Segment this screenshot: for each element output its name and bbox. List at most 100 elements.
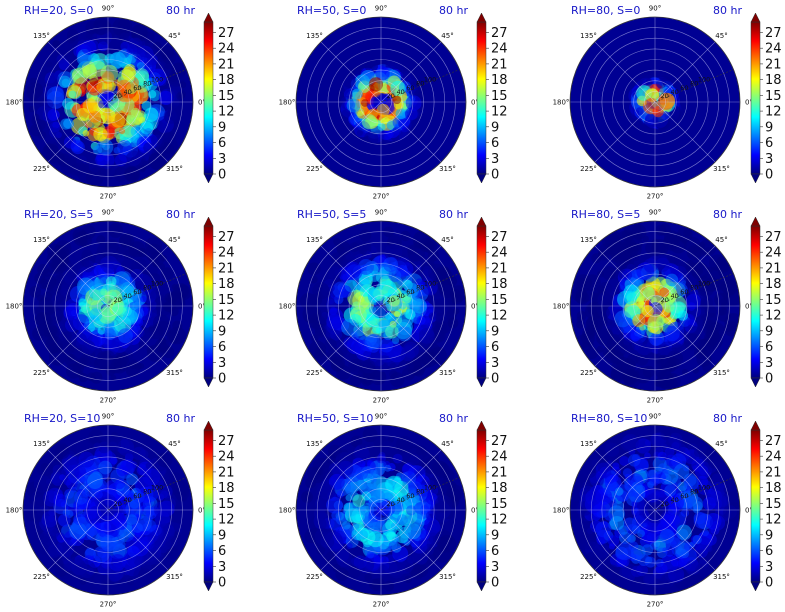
- colorbar-tick-label: 3: [765, 356, 773, 371]
- angular-gridline: [107, 449, 169, 511]
- radial-tick-label: 40: [670, 292, 678, 300]
- angle-tick-label: 225°: [306, 369, 323, 377]
- angle-tick-label: 0°: [198, 303, 206, 311]
- colorbar-tick-label: 0: [765, 576, 773, 591]
- colorbar-tick-label: 21: [765, 465, 782, 480]
- colorbar-strip: [750, 429, 761, 583]
- radial-tick-label: 20: [387, 296, 395, 304]
- colorbar-tick-label: 6: [491, 544, 499, 559]
- angle-tick-label: 270°: [373, 601, 390, 609]
- panel-title: RH=80, S=5: [571, 208, 640, 221]
- colorbar-tick-label: 9: [765, 324, 773, 339]
- colorbar-tick-label: 15: [218, 89, 235, 104]
- colorbar-tick-label: 27: [491, 230, 508, 245]
- colorbar-tick-label: 6: [218, 544, 226, 559]
- polar-frame: [22, 424, 194, 596]
- angular-gridline: [47, 101, 109, 163]
- colorbar-strip: [750, 21, 761, 175]
- colorbar-min-extend: [750, 581, 761, 592]
- colorbar-max-extend: [476, 420, 487, 431]
- radial-tick-label: 80: [690, 80, 698, 88]
- colorbar-tick-label: 0: [218, 576, 226, 591]
- colorbar-tick-label: 9: [491, 528, 499, 543]
- radial-tick-label: 100: [698, 280, 710, 288]
- colorbar-strip: [750, 225, 761, 379]
- radial-tick-label: 40: [670, 88, 678, 96]
- angle-tick-label: 315°: [439, 165, 456, 173]
- polar-frame: [569, 16, 741, 188]
- angle-tick-label: 180°: [553, 99, 570, 107]
- angle-tick-label: 0°: [471, 99, 479, 107]
- radial-tick-label: 20: [114, 500, 122, 508]
- angle-tick-label: 45°: [715, 32, 727, 40]
- radial-label-line: [654, 69, 734, 103]
- colorbar-tick-label: 18: [765, 277, 782, 292]
- panel-time-label: 80 hr: [166, 4, 195, 17]
- angle-tick-label: 135°: [580, 440, 597, 448]
- radial-tick-label: 20: [661, 296, 669, 304]
- angle-tick-label: 225°: [306, 165, 323, 173]
- colorbar-tick-label: 0: [765, 372, 773, 387]
- angular-gridline: [380, 509, 442, 571]
- colorbar-tick-label: 9: [218, 324, 226, 339]
- panel-title: RH=20, S=10: [24, 412, 100, 425]
- radial-tick-label: 80: [143, 80, 151, 88]
- colorbar-tick-label: 3: [218, 356, 226, 371]
- angle-tick-label: 225°: [580, 369, 597, 377]
- radial-label-line: [107, 69, 187, 103]
- colorbar-tick-label: 6: [491, 136, 499, 151]
- colorbar-tick-label: 12: [491, 309, 508, 324]
- angle-tick-label: 270°: [373, 193, 390, 201]
- polar-frame: [569, 220, 741, 392]
- colorbar-tick-label: 24: [491, 246, 508, 261]
- colorbar-tick-label: 12: [765, 513, 782, 528]
- radial-tick-label: 60: [133, 492, 141, 500]
- angle-tick-label: 45°: [441, 32, 453, 40]
- radial-tick-label: 60: [133, 84, 141, 92]
- angular-gridline: [654, 41, 716, 103]
- angle-tick-label: 135°: [580, 32, 597, 40]
- radial-label-line: [380, 477, 460, 511]
- radial-tick-label: 100: [151, 280, 163, 288]
- colorbar-tick-label: 0: [491, 576, 499, 591]
- colorbar-tick-label: 21: [218, 261, 235, 276]
- colorbar-tick-label: 24: [765, 246, 782, 261]
- angular-gridline: [654, 245, 716, 307]
- colorbar-tick-label: 21: [491, 261, 508, 276]
- colorbar-tick-label: 21: [218, 57, 235, 72]
- colorbar-max-extend: [203, 216, 214, 227]
- angular-gridline: [380, 101, 442, 163]
- angle-tick-label: 0°: [745, 303, 753, 311]
- angle-tick-label: 180°: [279, 303, 296, 311]
- angle-tick-label: 315°: [166, 573, 183, 581]
- colorbar-tick-label: 21: [218, 465, 235, 480]
- radial-tick-label: 40: [123, 496, 131, 504]
- colorbar-tick-label: 15: [765, 497, 782, 512]
- colorbar-max-extend: [203, 420, 214, 431]
- angle-tick-label: 315°: [713, 165, 730, 173]
- colorbar-tick-label: 18: [491, 277, 508, 292]
- angular-gridline: [654, 305, 716, 367]
- colorbar-tick-label: 9: [491, 120, 499, 135]
- colorbar-tick-label: 27: [218, 230, 235, 245]
- angular-gridline: [654, 509, 716, 571]
- angular-gridline: [594, 41, 656, 103]
- angle-tick-label: 180°: [6, 303, 23, 311]
- colorbar-tick-label: 21: [491, 57, 508, 72]
- angle-tick-label: 45°: [168, 440, 180, 448]
- radial-tick-label: 20: [114, 92, 122, 100]
- radial-tick-label: 60: [406, 84, 414, 92]
- colorbar-min-extend: [750, 377, 761, 388]
- colorbar-tick-label: 15: [218, 497, 235, 512]
- angle-tick-label: 180°: [553, 303, 570, 311]
- colorbar-tick-label: 9: [765, 528, 773, 543]
- radial-label-line: [107, 477, 187, 511]
- angle-tick-label: 315°: [713, 369, 730, 377]
- angle-tick-label: 90°: [649, 5, 661, 13]
- angle-tick-label: 225°: [33, 165, 50, 173]
- colorbar-tick-label: 0: [491, 372, 499, 387]
